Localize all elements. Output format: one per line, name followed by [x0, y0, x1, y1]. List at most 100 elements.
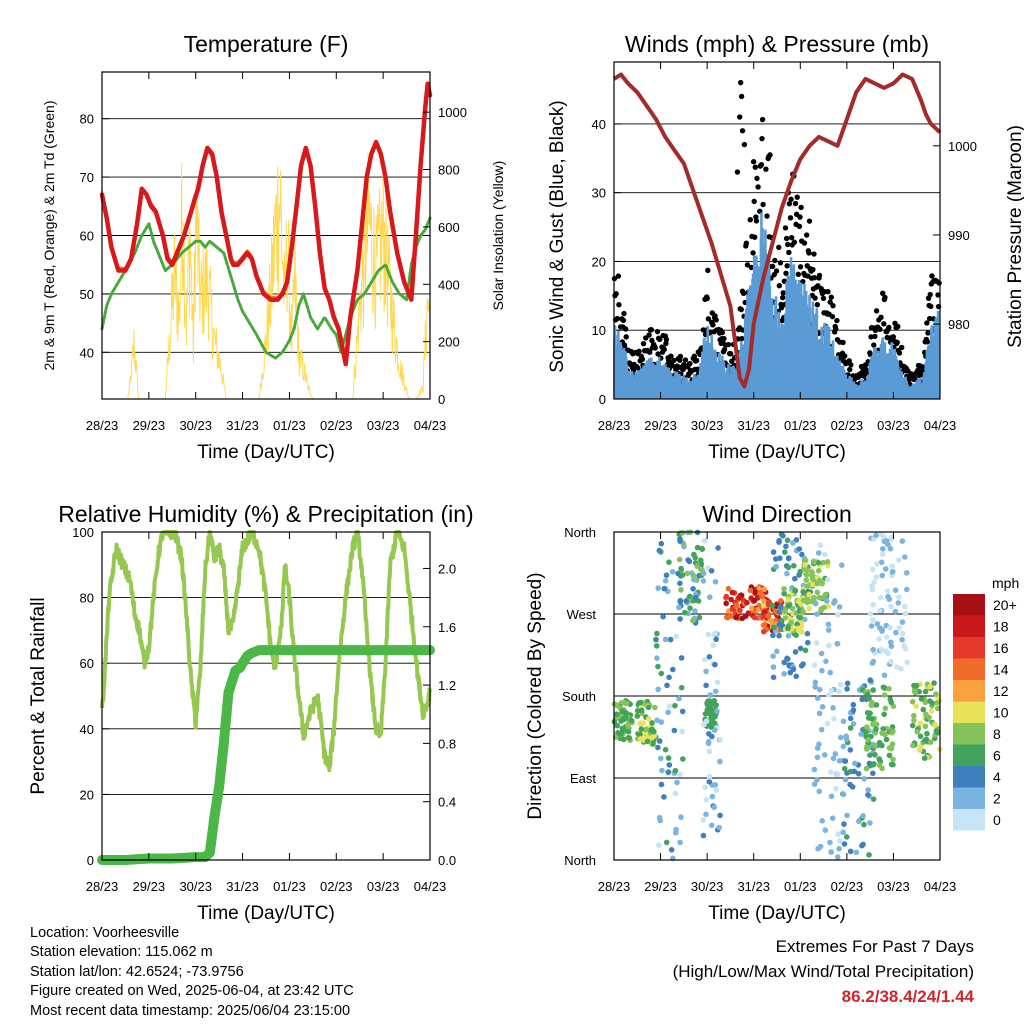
- direction-point: [886, 686, 892, 692]
- direction-point: [809, 569, 815, 575]
- direction-point: [909, 699, 916, 705]
- gust-point: [738, 306, 745, 313]
- gust-point: [926, 315, 933, 322]
- direction-point: [847, 848, 854, 855]
- legend-label: 10: [993, 705, 1009, 721]
- direction-point: [791, 563, 797, 569]
- direction-point: [682, 609, 688, 616]
- direction-point: [756, 614, 762, 621]
- gust-point: [929, 273, 935, 279]
- direction-point: [880, 546, 886, 552]
- gust-point: [710, 322, 716, 328]
- direction-point: [653, 643, 660, 649]
- direction-point: [649, 720, 655, 726]
- direction-point: [765, 613, 772, 619]
- direction-point: [922, 723, 929, 730]
- direction-point: [729, 606, 736, 613]
- direction-point: [666, 703, 673, 709]
- extremes-subtitle: (High/Low/Max Wind/Total Precipitation): [672, 962, 974, 981]
- direction-point: [898, 666, 904, 672]
- direction-point: [769, 602, 776, 609]
- direction-point: [884, 588, 891, 594]
- y-tick-label: 70: [80, 170, 94, 185]
- direction-point: [643, 726, 649, 733]
- y-tick-label: 60: [80, 229, 94, 244]
- y2-tick-label: 1.6: [438, 620, 456, 635]
- direction-point: [677, 598, 684, 605]
- direction-point: [712, 579, 719, 585]
- y2-tick-label: 400: [438, 277, 460, 292]
- gust-point: [788, 234, 795, 241]
- direction-point: [911, 717, 917, 724]
- direction-point: [870, 601, 876, 608]
- gust-point: [648, 327, 655, 333]
- direction-point: [860, 813, 866, 819]
- x-tick-label: 04/23: [924, 879, 957, 894]
- direction-point: [879, 626, 885, 633]
- gust-point: [816, 272, 823, 279]
- direction-point: [701, 537, 708, 544]
- y-tick-label: 20: [592, 254, 606, 269]
- direction-point: [831, 715, 837, 722]
- direction-point: [864, 710, 871, 716]
- gust-point: [925, 330, 931, 336]
- gust-point: [616, 302, 622, 308]
- direction-point: [878, 559, 885, 566]
- direction-point: [770, 674, 777, 681]
- x-tick-label: 03/23: [877, 418, 910, 433]
- direction-point: [889, 563, 896, 570]
- direction-point: [836, 838, 843, 844]
- gust-point: [847, 366, 853, 373]
- direction-point: [922, 737, 928, 744]
- direction-point: [673, 633, 679, 640]
- direction-point: [638, 707, 645, 714]
- direction-point: [696, 614, 703, 621]
- x-tick-label: 29/23: [133, 879, 166, 894]
- y-tick-label: North: [564, 525, 596, 540]
- gust-point: [737, 114, 743, 120]
- direction-point: [680, 756, 686, 762]
- direction-point: [804, 571, 810, 578]
- direction-point: [886, 752, 893, 759]
- direction-point: [850, 701, 857, 708]
- direction-point: [921, 755, 928, 761]
- x-tick-label: 02/23: [831, 418, 864, 433]
- direction-point: [888, 699, 894, 706]
- direction-point: [840, 718, 847, 725]
- gust-point: [693, 357, 700, 364]
- direction-point: [872, 721, 878, 727]
- gust-point: [927, 291, 933, 298]
- x-tick-label: 01/23: [784, 879, 817, 894]
- direction-point: [870, 796, 877, 802]
- direction-point: [711, 804, 717, 811]
- direction-point: [656, 814, 663, 821]
- direction-point: [655, 744, 661, 751]
- direction-point: [784, 655, 790, 662]
- direction-point: [847, 747, 854, 753]
- direction-point: [672, 790, 679, 797]
- legend-swatch: [953, 658, 985, 680]
- direction-point: [833, 785, 839, 792]
- direction-point: [716, 824, 722, 831]
- gust-point: [783, 235, 790, 242]
- y-axis-label: Direction (Colored By Speed): [525, 572, 546, 819]
- direction-point: [861, 821, 867, 828]
- direction-point: [737, 607, 743, 613]
- gust-point: [873, 308, 880, 314]
- direction-point: [934, 700, 940, 706]
- direction-point: [803, 577, 810, 583]
- direction-point: [723, 593, 730, 600]
- gust-point: [737, 79, 744, 86]
- direction-point: [873, 532, 879, 539]
- gust-point: [928, 303, 934, 309]
- direction-point: [669, 569, 676, 575]
- direction-point: [663, 572, 670, 578]
- legend-label: 16: [993, 640, 1009, 656]
- direction-point: [781, 586, 787, 592]
- direction-point: [917, 720, 924, 726]
- direction-point: [637, 736, 644, 742]
- recent-timestamp: Most recent data timestamp: 2025/06/04 2…: [30, 1002, 351, 1019]
- direction-point: [656, 547, 663, 554]
- direction-point: [888, 603, 894, 610]
- y2-tick-label: 600: [438, 220, 460, 235]
